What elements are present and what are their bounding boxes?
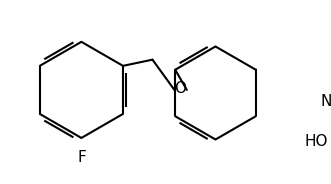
Text: HO: HO bbox=[305, 134, 328, 149]
Text: N: N bbox=[321, 94, 331, 109]
Text: O: O bbox=[175, 81, 187, 96]
Text: F: F bbox=[77, 150, 86, 165]
